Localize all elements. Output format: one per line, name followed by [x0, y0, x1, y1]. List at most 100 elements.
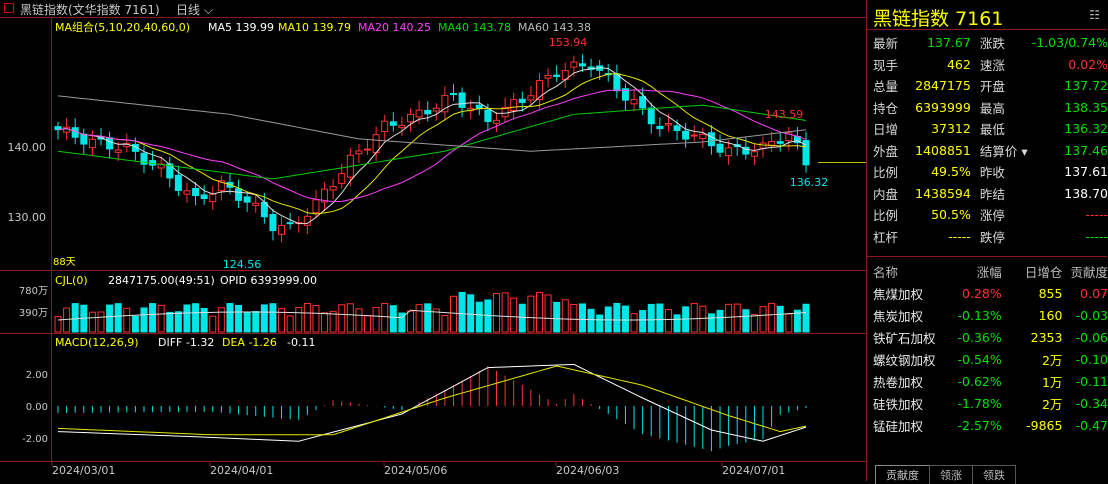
component-row[interactable]: 螺纹钢加权 -0.54% 2万 -0.10 [869, 348, 1108, 370]
volume-bar [742, 309, 750, 333]
candle[interactable] [535, 80, 543, 100]
candle[interactable] [303, 215, 311, 226]
candle[interactable] [269, 214, 277, 232]
candle[interactable] [656, 125, 664, 130]
component-row[interactable]: 铁矿石加权 -0.36% 2353 -0.06 [869, 326, 1108, 348]
column-header[interactable]: 贡献度 [1070, 264, 1108, 280]
candle[interactable] [407, 113, 415, 123]
candle[interactable] [725, 147, 733, 157]
candle[interactable] [673, 125, 681, 132]
quote-label: 外盘 [873, 143, 899, 159]
tab-2[interactable]: 领跌 [972, 465, 1016, 484]
candle[interactable] [192, 187, 200, 197]
candle[interactable] [174, 174, 182, 191]
candle[interactable] [527, 95, 535, 101]
candle[interactable] [742, 146, 750, 155]
candle[interactable] [312, 199, 320, 214]
candle[interactable] [252, 202, 260, 206]
candle[interactable] [682, 130, 690, 140]
candle[interactable] [449, 93, 457, 96]
candle[interactable] [484, 109, 492, 122]
candle[interactable] [492, 119, 500, 124]
quote-label: 速涨 [979, 57, 1005, 73]
component-row[interactable]: 硅铁加权 -1.78% 2万 -0.34 [869, 392, 1108, 414]
candle[interactable] [647, 107, 655, 125]
candle[interactable] [690, 134, 698, 137]
candle[interactable] [106, 137, 114, 150]
candle[interactable] [278, 224, 286, 235]
candle[interactable] [785, 132, 793, 142]
candle[interactable] [329, 186, 337, 191]
candle[interactable] [235, 188, 243, 201]
component-row[interactable]: 锰硅加权 -2.57% -9865 -0.47 [869, 414, 1108, 436]
component-row[interactable]: 焦煤加权 0.28% 855 0.07 [869, 282, 1108, 304]
candle[interactable] [209, 193, 217, 203]
quote-row: 日增 37312 最低 136.32 [869, 118, 1108, 140]
candle[interactable] [802, 140, 810, 166]
kline-chart[interactable]: 140.00 130.00 153.94 124.56 143.59 136.32 88天 M… [0, 0, 866, 481]
tab-1[interactable]: 领涨 [929, 465, 973, 484]
volume-bar [321, 312, 329, 333]
quote-value: 50.5% [931, 207, 971, 223]
component-row[interactable]: 焦炭加权 -0.13% 160 -0.03 [869, 304, 1108, 326]
candle[interactable] [424, 109, 432, 115]
column-header[interactable]: 涨幅 [976, 264, 1002, 280]
candle[interactable] [140, 152, 148, 165]
candle[interactable] [321, 188, 329, 203]
volume-bar [535, 291, 543, 333]
candle[interactable] [441, 95, 449, 113]
candle[interactable] [243, 196, 251, 203]
quote-label: 比例 [873, 165, 899, 181]
candle[interactable] [570, 61, 578, 68]
menu-icon[interactable]: ☷ [1089, 8, 1100, 22]
candle[interactable] [768, 141, 776, 147]
candle[interactable] [217, 180, 225, 192]
period-selector[interactable]: 日线 ⌵ [176, 1, 213, 18]
candle[interactable] [776, 141, 784, 144]
candle[interactable] [415, 109, 423, 118]
tab-0[interactable]: 贡献度 [875, 465, 930, 484]
candle[interactable] [80, 133, 88, 145]
candle[interactable] [578, 63, 586, 67]
candle[interactable] [750, 151, 758, 157]
candle[interactable] [286, 222, 294, 225]
candle[interactable] [183, 190, 191, 195]
chevron-down-icon[interactable]: ▾ [1017, 143, 1028, 159]
candle[interactable] [621, 88, 629, 101]
volume-bar [750, 314, 758, 333]
candle[interactable] [553, 74, 561, 77]
date-label: 2024/04/01 [210, 464, 273, 477]
candle[interactable] [630, 99, 638, 105]
volume-bar [518, 303, 526, 333]
candle[interactable] [381, 120, 389, 133]
quote-label: 比例 [873, 208, 899, 224]
candle[interactable] [716, 143, 724, 153]
candle[interactable] [518, 98, 526, 103]
candle[interactable] [355, 150, 363, 155]
candle[interactable] [114, 149, 122, 153]
candle[interactable] [364, 148, 372, 151]
candle[interactable] [398, 124, 406, 129]
quote-row: 内盘 1438594 昨结 138.70 [869, 183, 1108, 205]
column-header[interactable]: 日增仓 [1024, 264, 1063, 280]
candle[interactable] [639, 96, 647, 109]
candle[interactable] [544, 75, 552, 79]
volume-bar [235, 304, 243, 333]
candle[interactable] [432, 107, 440, 112]
opid-line [57, 309, 807, 321]
candle[interactable] [389, 121, 397, 126]
candle[interactable] [664, 123, 672, 126]
candle[interactable] [338, 173, 346, 184]
candle[interactable] [759, 142, 767, 149]
candle[interactable] [88, 138, 96, 149]
candle[interactable] [510, 99, 518, 111]
candle[interactable] [707, 132, 715, 147]
volume-bar [54, 316, 62, 333]
quote-value: 137.67 [927, 35, 971, 51]
candle[interactable] [458, 92, 466, 108]
candle[interactable] [501, 106, 509, 118]
component-row[interactable]: 热卷加权 -0.62% 1万 -0.11 [869, 370, 1108, 392]
candle[interactable] [200, 194, 208, 200]
candle[interactable] [699, 133, 707, 140]
column-header[interactable]: 名称 [873, 264, 899, 280]
